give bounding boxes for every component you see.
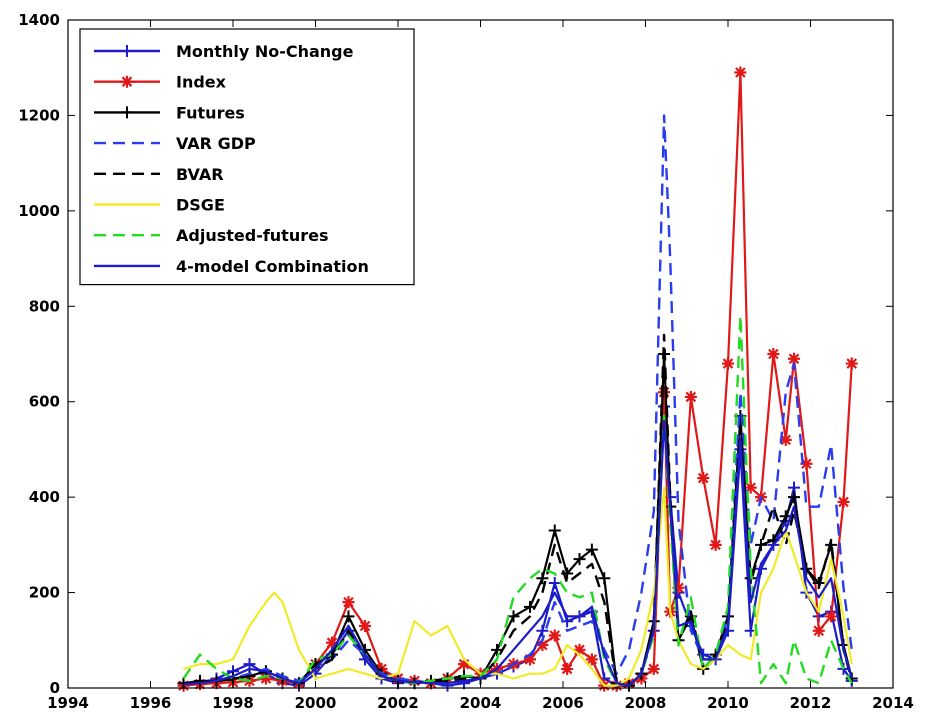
x-tick-label: 1996	[130, 694, 172, 712]
data-point	[573, 553, 586, 566]
data-point	[548, 524, 561, 537]
legend-label: Adjusted-futures	[176, 226, 328, 245]
legend-label: VAR GDP	[176, 134, 256, 153]
data-point	[536, 624, 549, 637]
legend-label: Futures	[176, 103, 245, 122]
legend-entry: Futures	[94, 103, 245, 122]
data-point	[342, 596, 355, 609]
data-point	[561, 662, 574, 675]
legend-box	[79, 28, 415, 286]
y-tick-label: 800	[29, 297, 60, 315]
x-tick-label: 1994	[47, 694, 89, 712]
y-tick-label: 1200	[18, 106, 60, 124]
data-point	[359, 619, 371, 632]
data-point	[722, 357, 734, 370]
data-point	[598, 572, 611, 585]
data-point	[585, 543, 598, 556]
legend-label: Monthly No-Change	[176, 42, 354, 61]
data-point	[573, 643, 586, 656]
data-point	[326, 636, 338, 649]
data-point	[342, 610, 355, 623]
legend-entry: BVAR	[94, 165, 224, 184]
data-point	[845, 357, 858, 370]
data-point	[788, 352, 800, 365]
legend-entry: Monthly No-Change	[94, 42, 354, 61]
data-point	[744, 481, 757, 494]
data-point	[536, 639, 549, 652]
series-5	[183, 486, 853, 687]
data-point	[121, 75, 133, 88]
series-line	[183, 486, 853, 687]
legend-entry: DSGE	[94, 196, 225, 215]
data-point	[458, 658, 470, 671]
data-point	[697, 472, 710, 485]
legend-entry: Index	[94, 73, 227, 92]
series-layer	[177, 66, 858, 692]
data-point	[767, 348, 780, 360]
data-point	[585, 653, 598, 666]
x-tick-label: 2002	[377, 694, 419, 712]
x-tick-label: 2010	[707, 694, 749, 712]
x-tick-label: 2014	[872, 694, 914, 712]
series-line	[183, 419, 853, 687]
data-point	[779, 433, 792, 446]
data-point	[684, 390, 697, 403]
legend-label: BVAR	[176, 165, 224, 184]
x-tick-label: 2004	[460, 694, 502, 712]
data-point	[672, 581, 685, 594]
legend-entry: 4-model Combination	[94, 257, 369, 276]
y-tick-label: 0	[50, 679, 60, 697]
data-point	[491, 643, 503, 656]
data-point	[658, 386, 671, 399]
data-point	[734, 66, 747, 79]
data-point	[260, 672, 272, 685]
x-tick-label: 1998	[212, 694, 254, 712]
series-line	[183, 405, 853, 687]
data-point	[121, 45, 133, 57]
series-line	[182, 314, 853, 687]
data-point	[825, 610, 838, 623]
legend-label: DSGE	[176, 196, 225, 215]
x-tick-label: 2012	[790, 694, 832, 712]
x-tick-label: 2006	[542, 694, 584, 712]
data-point	[524, 653, 536, 666]
data-point	[536, 572, 549, 585]
legend-entry: VAR GDP	[94, 134, 256, 153]
data-point	[548, 577, 561, 590]
axis-layer: 1994 1996 1998 2000 2002 2004 2006 2008 2010 2012…	[18, 11, 914, 712]
y-tick-label: 1000	[18, 202, 60, 220]
data-point	[709, 538, 722, 551]
legend-label: Index	[176, 73, 227, 92]
data-point	[812, 624, 825, 637]
x-tick-label: 2000	[295, 694, 337, 712]
y-tick-label: 400	[29, 488, 60, 506]
y-tick-label: 600	[29, 393, 60, 411]
x-tick-label: 2008	[625, 694, 667, 712]
legend-entry: Adjusted-futures	[94, 226, 328, 245]
legend: Monthly No-Change Index Futures VAR GDP BVAR…	[79, 28, 415, 286]
series-6	[182, 314, 853, 687]
data-point	[800, 457, 813, 470]
data-point	[788, 491, 800, 504]
y-tick-label: 1400	[18, 11, 60, 29]
y-tick-label: 200	[29, 584, 60, 602]
data-point	[548, 629, 561, 642]
series-7	[183, 419, 853, 687]
legend-label: 4-model Combination	[176, 257, 369, 276]
data-point	[121, 106, 133, 119]
data-point	[647, 662, 660, 675]
data-point	[837, 495, 850, 508]
